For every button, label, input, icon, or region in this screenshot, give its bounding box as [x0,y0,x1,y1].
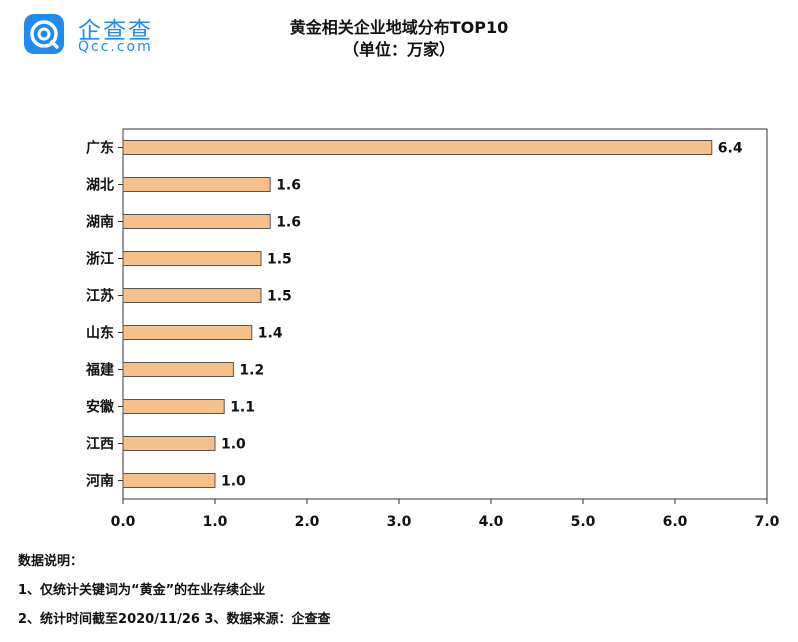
bar-9 [122,473,216,488]
bar-chart: 广东 6.4 湖北 1.6 湖南 1.6 浙江 1.5 江苏 1.5 山东 1.4 福建 1.2 安徽 1.1… [85,128,780,530]
value-label-2: 1.6 [276,215,301,231]
bar-2 [122,214,271,229]
x-tick-label-3: 3.0 [387,514,412,530]
category-label-0: 广东 [86,140,114,157]
category-label-5: 山东 [86,325,114,342]
x-tick-label-1: 1.0 [203,514,228,530]
x-tick-label-6: 6.0 [663,514,688,530]
notes-section: 数据说明： 1、仅统计关键词为“黄金”的在业存续企业 2、统计时间截至2020/… [18,547,330,634]
category-label-9: 河南 [86,473,114,490]
chart-title: 黄金相关企业地域分布TOP10 [289,18,509,37]
qcc-logo: 企查查 Qcc.com [12,6,182,60]
x-tick-label-0: 0.0 [111,514,136,530]
bar-4 [122,288,262,303]
value-label-6: 1.2 [239,363,264,379]
value-label-9: 1.0 [221,474,246,490]
value-label-8: 1.0 [221,437,246,453]
category-label-6: 福建 [85,362,114,379]
category-label-4: 江苏 [86,288,114,305]
value-label-1: 1.6 [276,178,301,194]
bar-8 [122,436,216,451]
bar-7 [122,399,225,414]
category-label-8: 江西 [86,436,114,453]
category-label-3: 浙江 [86,251,114,268]
logo-text-cn: 企查查 [78,18,153,44]
logo-text-en: Qcc.com [78,39,153,55]
x-tick-label-7: 7.0 [755,514,780,530]
bar-1 [122,177,271,192]
plot-frame [122,128,768,500]
notes-line-1: 1、仅统计关键词为“黄金”的在业存续企业 [18,583,266,598]
notes-heading: 数据说明： [18,554,84,569]
x-tick-label-5: 5.0 [571,514,596,530]
category-label-2: 湖南 [86,214,114,231]
bar-3 [122,251,262,266]
x-tick-label-2: 2.0 [295,514,320,530]
chart-subtitle: （单位：万家） [342,40,455,59]
notes-line-2: 2、统计时间截至2020/11/26 3、数据来源：企查查 [18,612,331,627]
qcc-logo-icon [24,14,64,54]
bar-5 [122,325,253,340]
bar-0 [122,140,713,155]
value-label-0: 6.4 [718,141,743,157]
value-label-3: 1.5 [267,252,292,268]
x-tick-label-4: 4.0 [479,514,504,530]
category-label-7: 安徽 [86,399,115,416]
value-label-5: 1.4 [258,326,283,342]
category-label-1: 湖北 [86,178,114,194]
value-label-7: 1.1 [230,400,255,416]
value-label-4: 1.5 [267,289,292,305]
bar-6 [122,362,234,377]
